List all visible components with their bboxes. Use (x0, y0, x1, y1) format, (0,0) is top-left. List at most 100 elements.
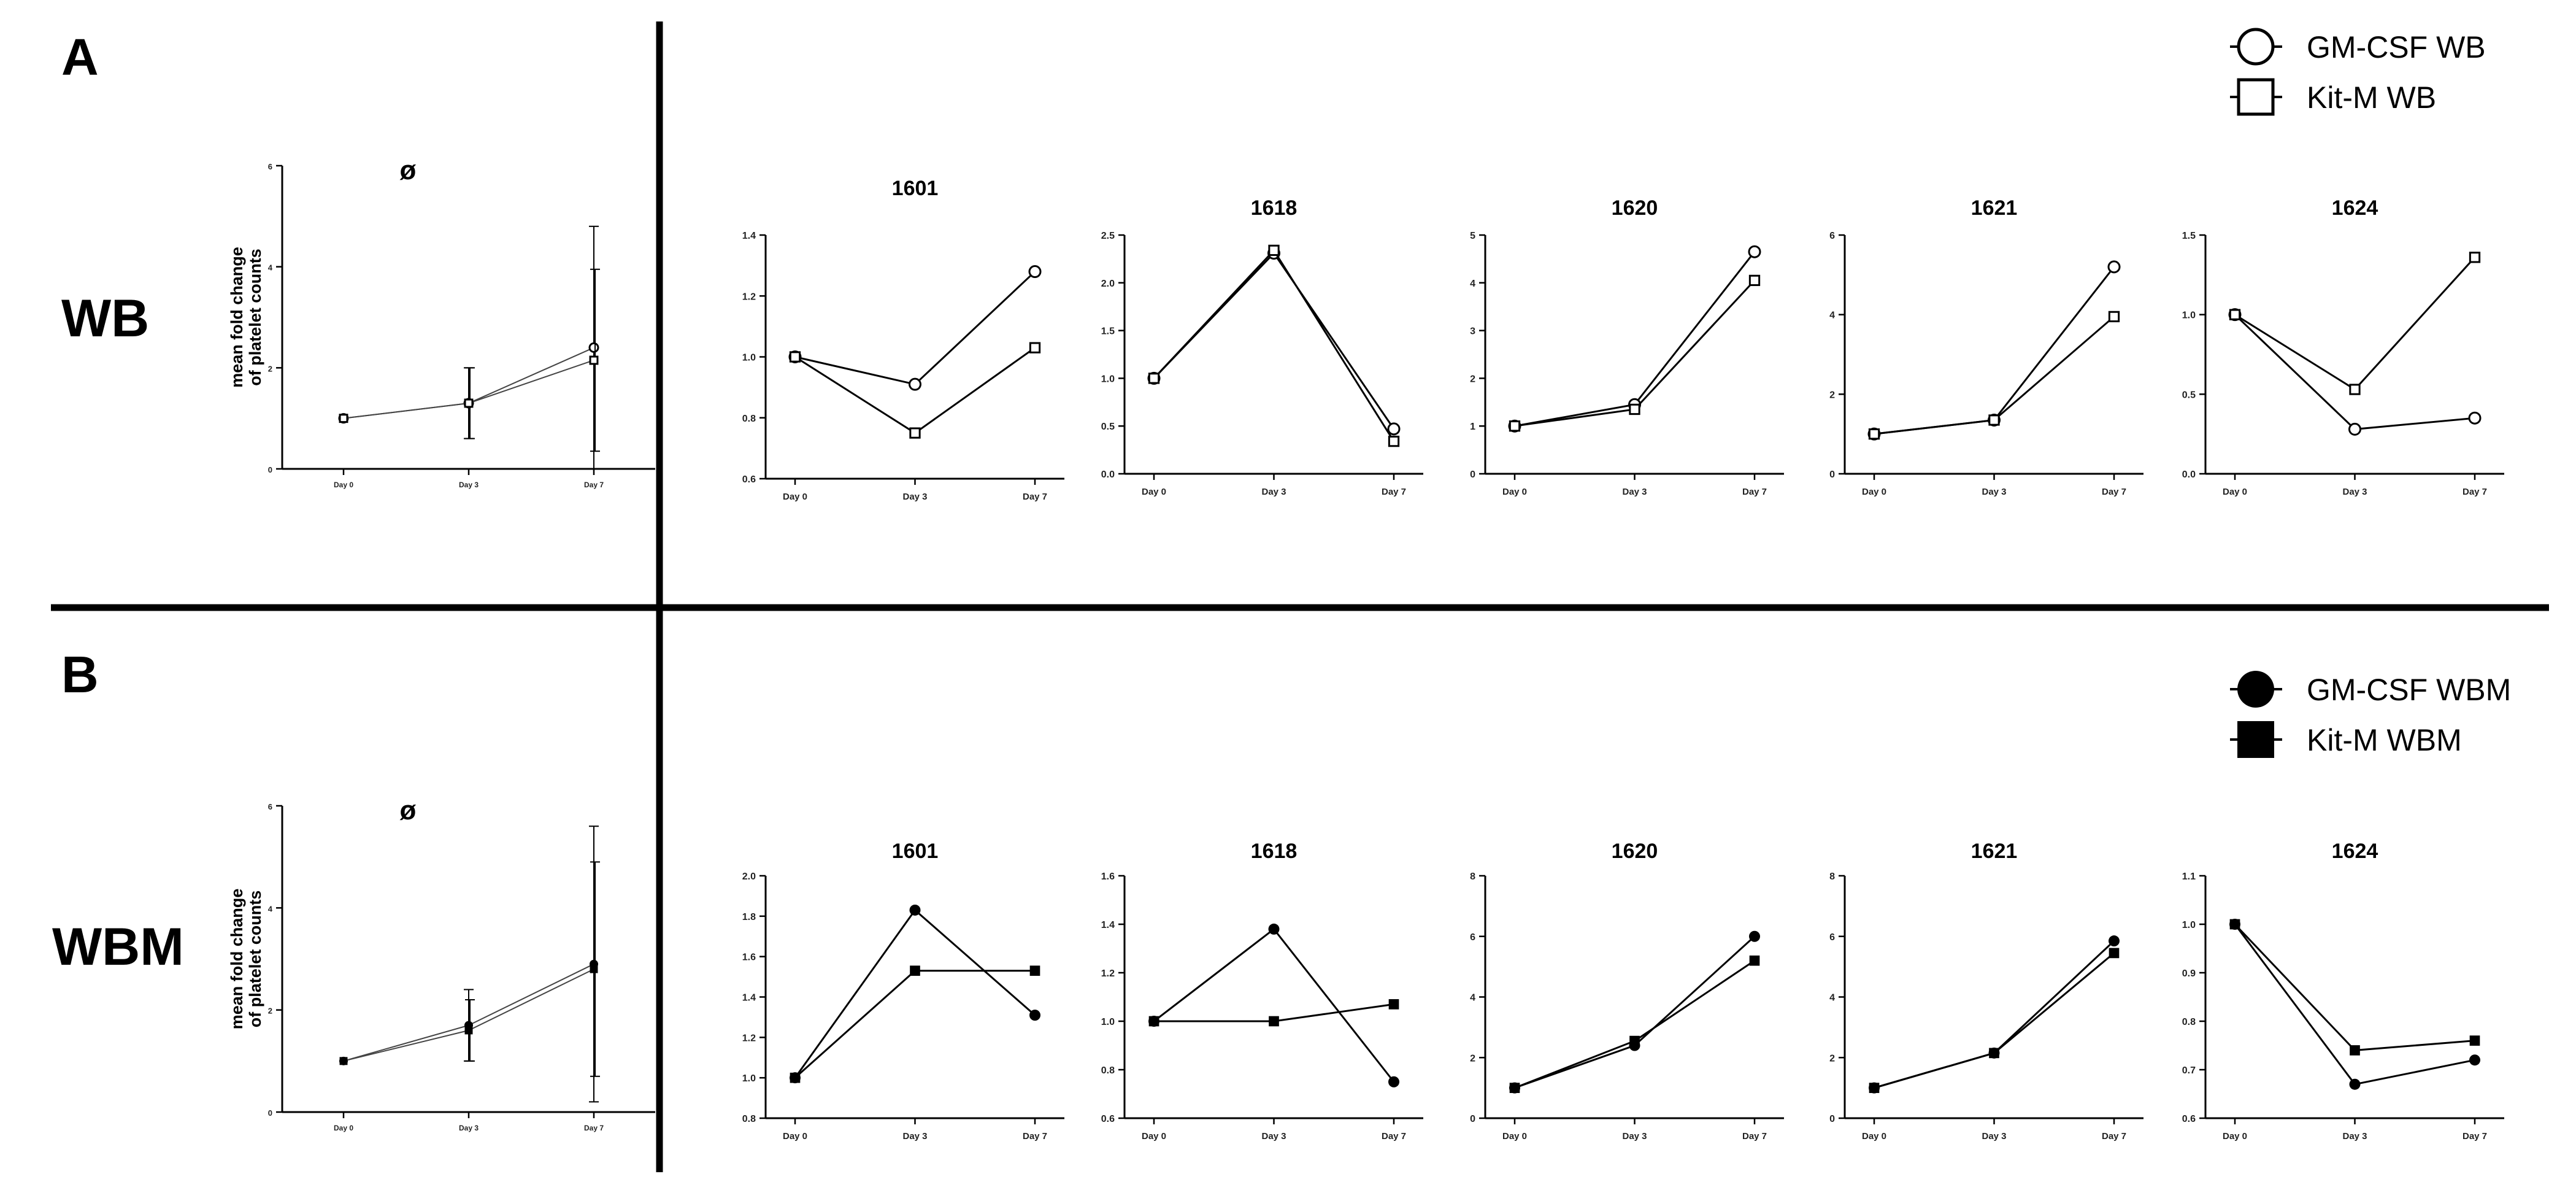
y-tick-label: 4 (1829, 993, 1835, 1003)
x-tick-label: Day 3 (902, 1131, 927, 1142)
y-tick-label: 1.0 (742, 353, 756, 363)
chart-A_1601: 0.6 0.8 1.0 1.2 1.4 Day 0 Day 3 Day 7 1601 (742, 177, 1064, 502)
y-tick-label: 1.2 (742, 292, 756, 302)
y-tick-label: 1.1 (2182, 871, 2196, 882)
x-tick-label: Day 7 (584, 1124, 604, 1132)
open-circle-point (2348, 422, 2361, 436)
filled-square-point (1269, 1016, 1279, 1027)
open-square-point (1748, 274, 1761, 287)
square-filled-icon (2237, 721, 2274, 758)
y-tick-label: 0.9 (2182, 968, 2196, 979)
open-circle-point (909, 377, 921, 391)
x-tick-label: Day 3 (1622, 487, 1647, 497)
y-tick-label: 0 (1829, 1114, 1835, 1124)
y-tick-label: 2.0 (1101, 279, 1115, 289)
filled-square-point (1629, 1035, 1640, 1046)
x-tick-label: Day 7 (1382, 1131, 1406, 1142)
filled-circle-point (2469, 1054, 2480, 1066)
y-tick-label: 8 (1470, 871, 1475, 882)
y-tick-label: 4 (268, 263, 273, 272)
y-tick-label: 1.2 (742, 1033, 756, 1043)
legend-b-item-1-label: GM-CSF WBM (2307, 673, 2511, 707)
x-tick-label: Day 7 (1382, 487, 1406, 497)
open-circle-point (1387, 422, 1401, 436)
open-square-point (1148, 373, 1160, 384)
open-square-point (2108, 311, 2120, 323)
x-tick-label: Day 3 (459, 1124, 479, 1132)
open-square-point (1629, 403, 1640, 415)
y-tick-label: 6 (1829, 932, 1835, 943)
filled-circle-point (1029, 1010, 1040, 1021)
y-axis-label: mean fold changeof platelet counts (228, 889, 264, 1030)
panel-a-label: A (61, 28, 99, 86)
chart-title: 1620 (1612, 840, 1658, 863)
open-circle-point (2107, 260, 2121, 274)
x-tick-label: Day 0 (334, 1124, 353, 1132)
series-line-circle (794, 271, 1036, 385)
chart-title: 1624 (2332, 840, 2378, 863)
x-tick-label: Day 3 (1622, 1131, 1647, 1142)
circle-open-icon (2237, 28, 2275, 66)
x-tick-label: Day 0 (783, 492, 807, 502)
y-tick-label: 5 (1470, 231, 1475, 241)
x-tick-label: Day 0 (1142, 1131, 1166, 1142)
chart-title: 1621 (1971, 196, 2018, 220)
chart-title: 1618 (1251, 840, 1298, 863)
y-tick-label: 2 (1470, 374, 1475, 384)
x-tick-label: Day 7 (1023, 1131, 1047, 1142)
y-tick-label: 1.4 (742, 993, 756, 1003)
series-line-square (2234, 257, 2476, 391)
chart-A_1621: 0 2 4 6 Day 0 Day 3 Day 7 1621 (1829, 196, 2143, 497)
open-square-point (464, 398, 474, 408)
series-line-circle (1874, 940, 2115, 1089)
y-tick-label: 8 (1829, 871, 1835, 882)
open-square-point (339, 414, 348, 423)
chart-B_1621: 0 2 4 6 8 Day 0 Day 3 Day 7 1621 (1829, 840, 2143, 1142)
y-tick-label: 2 (1829, 1053, 1835, 1064)
y-tick-label: 0 (1470, 469, 1475, 480)
open-square-point (1268, 244, 1280, 257)
x-tick-label: Day 3 (459, 481, 479, 489)
y-tick-label: 0.6 (1101, 1114, 1115, 1124)
filled-square-point (1749, 955, 1760, 966)
x-tick-label: Day 7 (1023, 492, 1047, 502)
y-tick-label: 1 (1470, 422, 1475, 432)
x-tick-label: Day 0 (1502, 487, 1527, 497)
chart-title: 1624 (2332, 196, 2378, 220)
y-tick-label: 4 (1470, 279, 1475, 289)
y-tick-label: 1.6 (1101, 871, 1115, 882)
legend-a: GM-CSF WB Kit-M WB (2230, 28, 2486, 116)
filled-circle-point (1388, 1076, 1399, 1088)
filled-circle-point (1749, 930, 1760, 942)
filled-square-point (2109, 948, 2120, 959)
y-tick-label: 0.5 (1101, 422, 1115, 432)
filled-square-point (1509, 1083, 1520, 1093)
chart-title: ø (400, 155, 417, 185)
filled-square-point (1869, 1083, 1880, 1093)
x-tick-label: Day 0 (783, 1131, 807, 1142)
chart-A_1624: 0.0 0.5 1.0 1.5 Day 0 Day 3 Day 7 1624 (2182, 196, 2504, 497)
y-tick-label: 6 (1470, 932, 1475, 943)
y-axis-label: mean fold changeof platelet counts (228, 247, 264, 388)
y-tick-label: 1.0 (2182, 920, 2196, 930)
x-tick-label: Day 3 (902, 492, 927, 502)
series-line-circle (2234, 924, 2475, 1086)
row-label-wb: WB (61, 289, 149, 348)
open-square-point (2349, 384, 2361, 395)
x-tick-label: Day 7 (2102, 487, 2126, 497)
y-tick-label: 2.0 (742, 871, 756, 882)
x-tick-label: Day 3 (1261, 487, 1286, 497)
y-tick-label: 2 (1829, 390, 1835, 400)
filled-square-point (1148, 1016, 1159, 1027)
square-open-icon (2237, 78, 2275, 116)
y-tick-label: 2 (268, 1006, 272, 1016)
filled-circle-point (2349, 1078, 2361, 1090)
open-circle-point (2468, 411, 2482, 425)
y-tick-label: 0 (1829, 469, 1835, 480)
y-tick-label: 4 (1829, 311, 1835, 321)
y-tick-label: 0.5 (2182, 390, 2196, 400)
chart-A_1620: 0 1 2 3 4 5 Day 0 Day 3 Day 7 1620 (1470, 196, 1784, 497)
open-circle-point (588, 342, 599, 353)
legend-a-item-1-label: GM-CSF WB (2307, 30, 2486, 64)
open-square-point (2229, 309, 2241, 320)
